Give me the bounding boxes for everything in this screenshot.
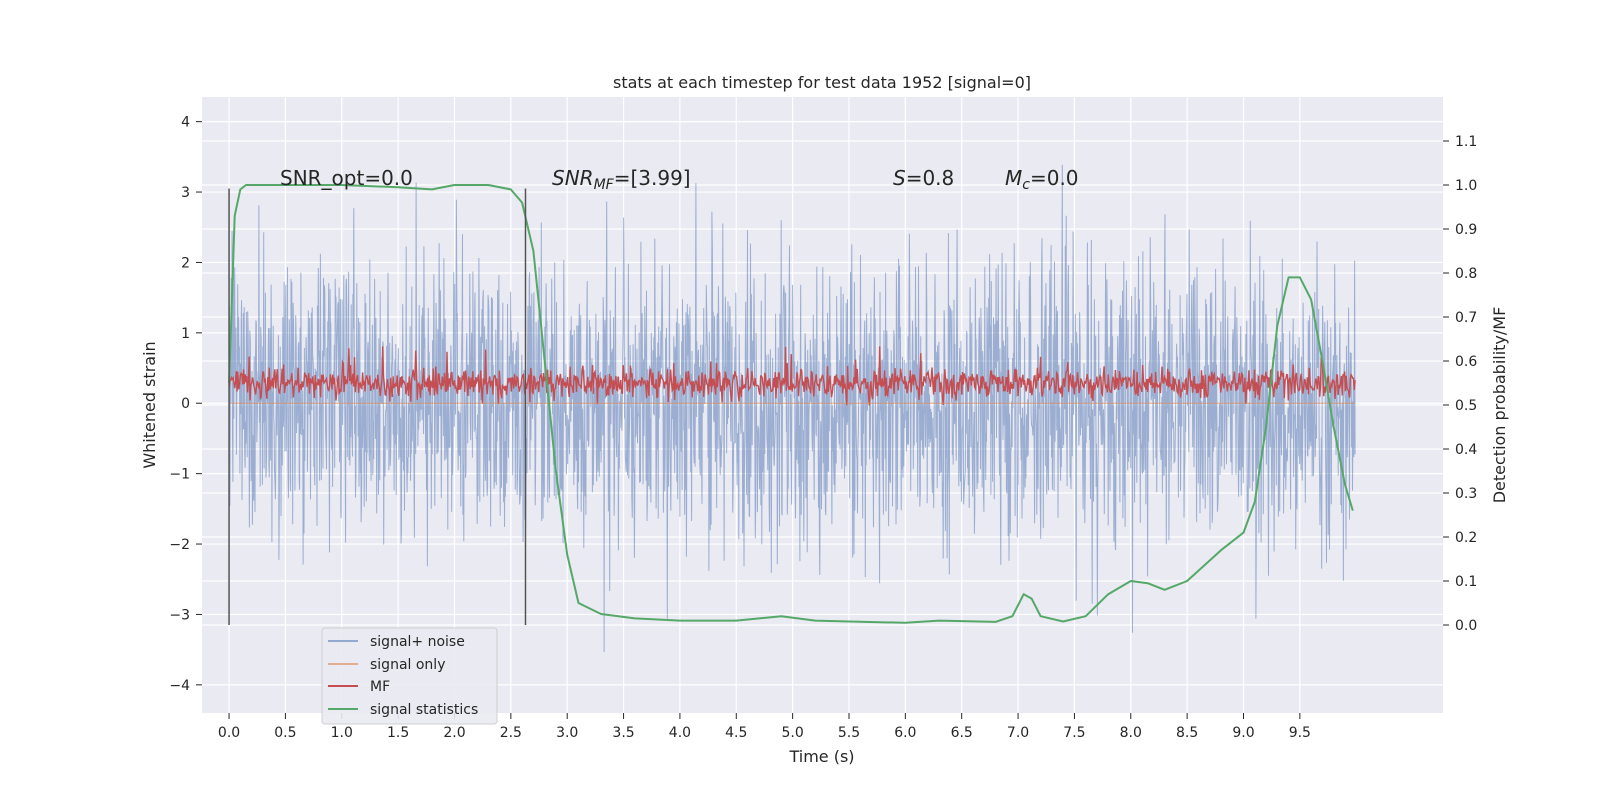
y-axis-ticks: 4 3 2 1 0 −1 −2 −3 −4 — [169, 115, 202, 694]
legend: signal+ noise signal only MF signal stat… — [321, 627, 498, 725]
x-tick-label: 0.5 — [274, 725, 296, 741]
x-axis-label: Time (s) — [788, 747, 854, 766]
y-tick-label: 3 — [181, 185, 190, 201]
x-tick-label: 2.0 — [443, 725, 465, 741]
y-right-tick-label: 0.2 — [1455, 530, 1477, 546]
y-right-axis-label: Detection probability/MF — [1490, 307, 1509, 504]
x-tick-label: 3.5 — [612, 725, 634, 741]
y-tick-label: 2 — [181, 255, 190, 271]
y-right-tick-label: 1.1 — [1455, 134, 1477, 150]
legend-label-signal-noise: signal+ noise — [370, 634, 465, 650]
x-tick-label: 4.0 — [669, 725, 691, 741]
annotation-s: S=0.8 — [893, 166, 954, 190]
x-tick-label: 0.0 — [218, 725, 240, 741]
y-right-tick-label: 0.8 — [1455, 266, 1477, 282]
y-right-tick-label: 0.1 — [1455, 574, 1477, 590]
x-tick-label: 7.0 — [1007, 725, 1029, 741]
x-tick-label: 8.0 — [1120, 725, 1142, 741]
x-tick-label: 9.0 — [1232, 725, 1254, 741]
legend-box — [321, 627, 498, 725]
y-right-tick-label: 0.0 — [1455, 618, 1477, 634]
x-tick-label: 8.5 — [1176, 725, 1198, 741]
y-tick-label: −3 — [169, 607, 190, 623]
x-tick-label: 9.5 — [1289, 725, 1311, 741]
y-tick-label: 1 — [181, 326, 190, 342]
legend-label-signal-statistics: signal statistics — [370, 702, 478, 718]
signal-statistics-line — [228, 184, 1354, 624]
legend-label-mf: MF — [370, 679, 390, 695]
y-tick-label: −4 — [169, 678, 190, 694]
y-right-tick-label: 0.3 — [1455, 486, 1477, 502]
vertical-markers — [228, 188, 527, 625]
y-right-tick-label: 1.0 — [1455, 178, 1477, 194]
x-tick-label: 3.0 — [556, 725, 578, 741]
y-right-tick-label: 0.7 — [1455, 310, 1477, 326]
mf-line — [228, 346, 1356, 406]
y-right-tick-label: 0.6 — [1455, 354, 1477, 370]
x-tick-label: 1.0 — [331, 725, 353, 741]
y-right-tick-label: 0.9 — [1455, 222, 1477, 238]
x-tick-label: 6.0 — [894, 725, 916, 741]
y-tick-label: 0 — [181, 396, 190, 412]
chart-title: stats at each timestep for test data 195… — [613, 73, 1031, 92]
annotation-snr-mf: SNRMF=[3.99] — [552, 166, 691, 193]
y-tick-label: −1 — [169, 467, 190, 483]
y-right-tick-label: 0.5 — [1455, 398, 1477, 414]
x-tick-label: 7.5 — [1063, 725, 1085, 741]
annotation-snr-opt: SNR_opt=0.0 — [280, 166, 413, 190]
annotation-mc: Mc=0.0 — [1005, 166, 1079, 193]
series-signal-statistics — [228, 184, 1354, 624]
y-tick-label: 4 — [181, 115, 190, 131]
x-tick-label: 2.5 — [500, 725, 522, 741]
y-axis-label: Whitened strain — [140, 341, 159, 468]
x-tick-label: 5.0 — [781, 725, 803, 741]
x-axis-ticks: 0.0 0.5 1.0 1.5 2.0 2.5 3.0 3.5 4.0 4.5 5.0 5.5 6.0 6… — [218, 713, 1311, 741]
x-tick-label: 6.5 — [951, 725, 973, 741]
y-tick-label: −2 — [169, 537, 190, 553]
x-tick-label: 4.5 — [725, 725, 747, 741]
x-tick-label: 5.5 — [838, 725, 860, 741]
y-right-tick-label: 0.4 — [1455, 442, 1477, 458]
y-right-axis-ticks: 1.1 1.0 0.9 0.8 0.7 0.6 0.5 0.4 0.3 0.2 0.1 0.0 — [1443, 134, 1477, 634]
x-tick-label: 1.5 — [387, 725, 409, 741]
legend-label-signal-only: signal only — [370, 657, 445, 673]
series-mf — [228, 346, 1356, 406]
